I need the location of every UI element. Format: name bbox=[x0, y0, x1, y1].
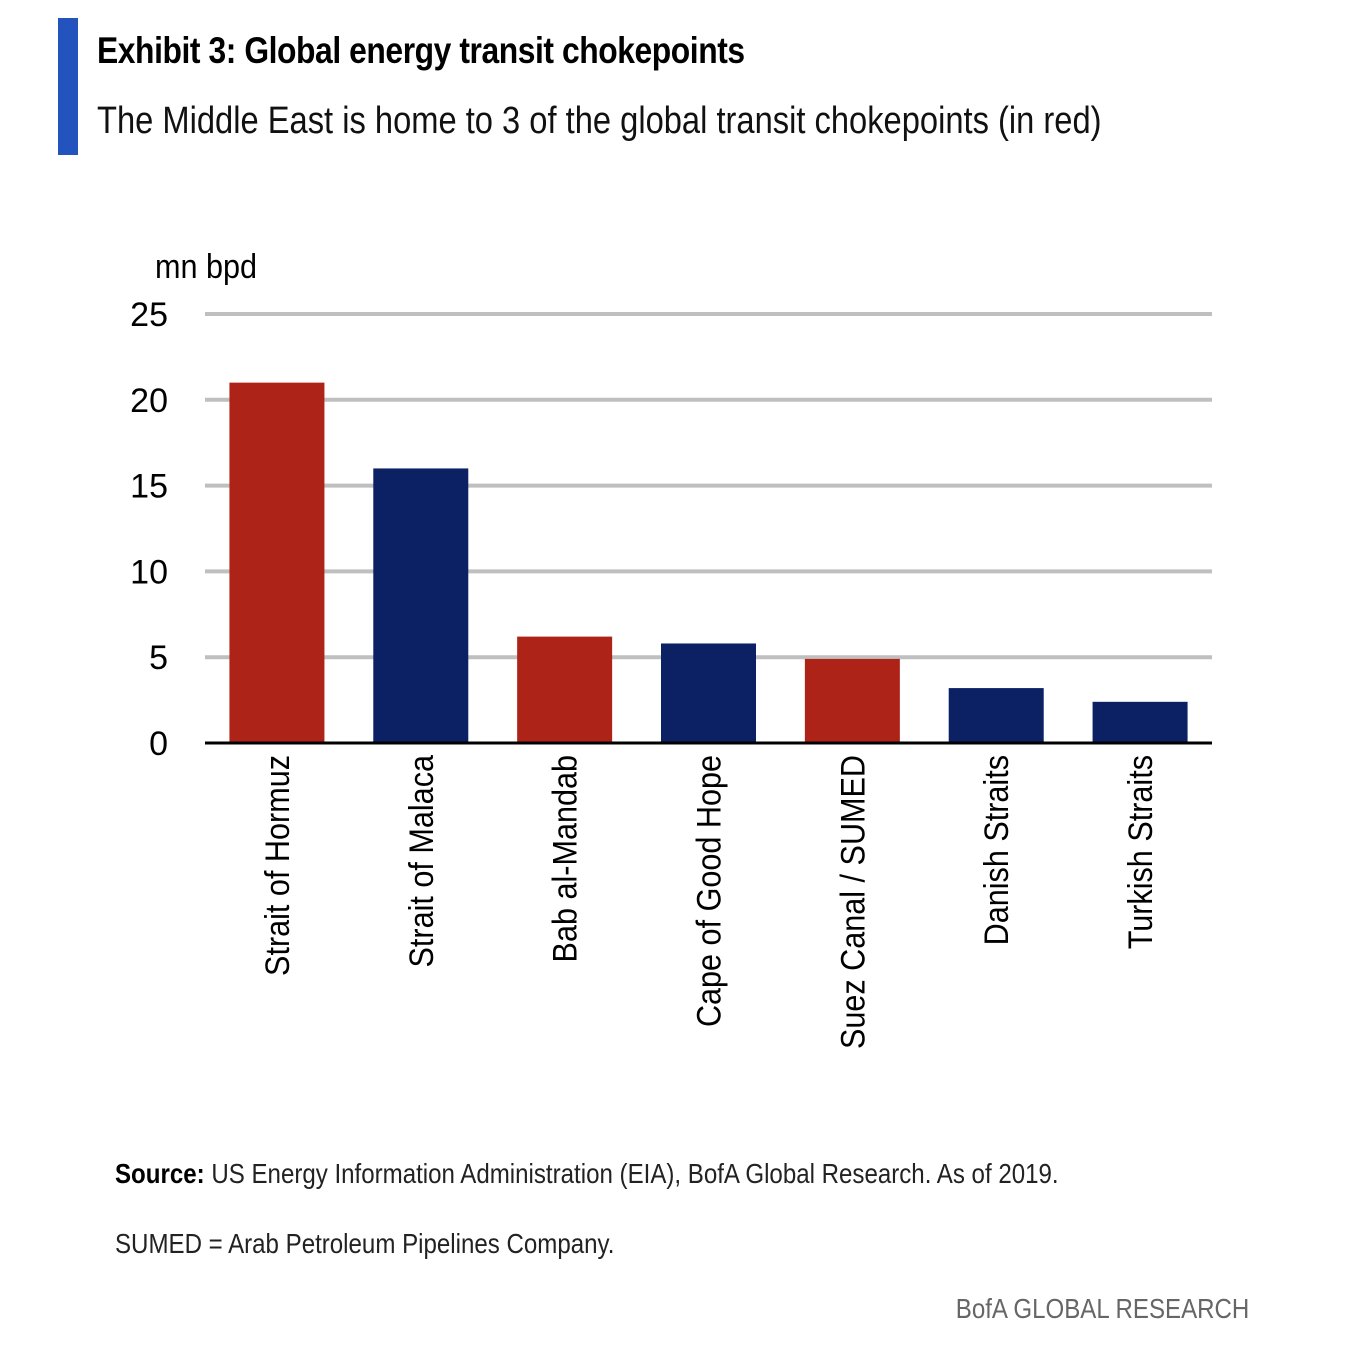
x-tick-label: Cape of Good Hope bbox=[690, 755, 728, 1027]
y-tick-label: 20 bbox=[130, 382, 168, 420]
y-tick-label: 10 bbox=[130, 553, 168, 591]
y-axis-label: mn bpd bbox=[155, 248, 257, 286]
bar-danish-straits bbox=[948, 688, 1044, 743]
x-tick-labels: Strait of Hormuz Strait of Malaca Bab al-M… bbox=[258, 755, 1159, 1049]
x-tick-label: Danish Straits bbox=[978, 755, 1016, 945]
bar-cape-of-good-hope bbox=[661, 643, 756, 743]
x-tick-label: Strait of Malaca bbox=[402, 755, 440, 967]
y-tick-labels: 0 5 10 15 20 25 bbox=[130, 296, 168, 763]
bar-strait-of-malaca bbox=[373, 468, 469, 743]
y-tick-label: 25 bbox=[130, 296, 168, 334]
y-tick-label: 5 bbox=[149, 639, 168, 677]
chart-subtitle: The Middle East is home to 3 of the glob… bbox=[97, 100, 1102, 142]
bar-suez-canal-sumed bbox=[804, 658, 900, 743]
footnote: SUMED = Arab Petroleum Pipelines Company… bbox=[115, 1228, 615, 1259]
bar-bab-al-mandab bbox=[517, 636, 613, 743]
bar-strait-of-hormuz bbox=[229, 382, 325, 743]
y-tick-label: 0 bbox=[149, 725, 168, 763]
source-label: Source: bbox=[115, 1158, 205, 1189]
bar-turkish-straits bbox=[1092, 701, 1188, 743]
x-tick-label: Bab al-Mandab bbox=[546, 755, 584, 962]
accent-bar bbox=[58, 18, 78, 155]
y-tick-label: 15 bbox=[130, 468, 168, 506]
source-note: Source: US Energy Information Administra… bbox=[115, 1158, 1059, 1190]
bar-chart: 0 5 10 15 20 25 Strait of Hormuz Strait of Mal… bbox=[130, 248, 1212, 1049]
bars bbox=[229, 382, 1188, 743]
gridlines bbox=[205, 312, 1212, 660]
chart-title: Exhibit 3: Global energy transit chokepo… bbox=[97, 30, 745, 71]
brand-label: BofA GLOBAL RESEARCH bbox=[955, 1293, 1249, 1324]
x-tick-label: Suez Canal / SUMED bbox=[834, 755, 872, 1049]
x-tick-label: Turkish Straits bbox=[1122, 755, 1160, 949]
source-text: US Energy Information Administration (EI… bbox=[204, 1158, 1059, 1189]
x-tick-label: Strait of Hormuz bbox=[258, 755, 296, 976]
